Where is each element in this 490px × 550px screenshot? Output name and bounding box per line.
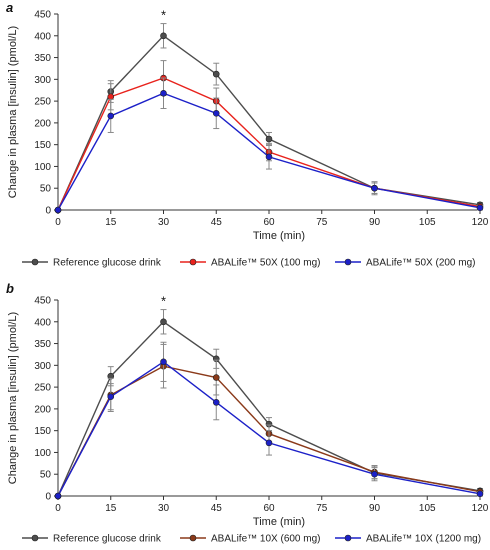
y-tick-label: 50 xyxy=(40,184,52,195)
series-line xyxy=(57,34,481,211)
data-point xyxy=(212,110,220,117)
legend-entry: ABALife™ 10X (1200 mg) xyxy=(366,534,481,545)
x-tick-label: 45 xyxy=(211,503,223,514)
data-point xyxy=(212,70,220,78)
y-tick-label: 300 xyxy=(34,75,51,86)
chart-panel-b: b 0 50 100 150 200 250 300 350 400 450 0 15 30 45 60 75 9… xyxy=(6,281,489,545)
data-point xyxy=(107,112,115,120)
x-tick-label: 75 xyxy=(316,503,328,514)
series-0 xyxy=(54,23,484,214)
y-tick-label: 350 xyxy=(34,53,51,64)
x-axis-title: Time (min) xyxy=(253,516,305,528)
y-tick-label: 400 xyxy=(34,317,51,328)
legend-entry: ABALife™ 50X (200 mg) xyxy=(366,258,476,269)
legend-entry: ABALife™ 50X (100 mg) xyxy=(211,258,321,269)
x-tick-label: 0 xyxy=(55,217,61,228)
y-tick-label: 100 xyxy=(34,448,51,459)
x-tick-label: 60 xyxy=(263,503,275,514)
y-tick-label: 250 xyxy=(34,97,51,108)
x-tick-label: 30 xyxy=(158,217,170,228)
x-tick-label: 75 xyxy=(316,217,328,228)
y-tick-label: 150 xyxy=(34,140,51,151)
legend: Reference glucose drink ABALife™ 10X (600… xyxy=(22,534,481,545)
y-tick-label: 200 xyxy=(34,118,51,129)
x-tick-label: 90 xyxy=(369,503,381,514)
y-axis-title: Change in plasma [insulin] (pmol/L) xyxy=(7,312,19,484)
x-tick-label: 60 xyxy=(263,217,275,228)
x-tick-label: 90 xyxy=(369,217,381,228)
data-point xyxy=(107,93,115,101)
y-tick-label: 250 xyxy=(34,383,51,394)
x-tick-label: 120 xyxy=(472,217,489,228)
legend-entry: Reference glucose drink xyxy=(53,258,162,269)
data-point xyxy=(265,439,273,447)
legend-entry: ABALife™ 10X (600 mg) xyxy=(211,534,321,545)
y-tick-label: 450 xyxy=(34,10,51,21)
significance-marker: * xyxy=(161,8,166,23)
x-tick-label: 0 xyxy=(55,503,61,514)
data-point xyxy=(212,399,220,406)
y-tick-label: 0 xyxy=(45,492,51,503)
x-tick-label: 30 xyxy=(158,503,170,514)
data-point xyxy=(371,470,378,478)
legend-marker xyxy=(344,258,352,266)
data-point xyxy=(54,206,62,214)
x-tick-label: 105 xyxy=(419,217,436,228)
y-tick-label: 0 xyxy=(45,206,51,217)
x-axis-title: Time (min) xyxy=(253,230,305,242)
legend-marker xyxy=(189,258,197,266)
series-line xyxy=(57,320,481,497)
significance-marker: * xyxy=(161,294,166,309)
data-point xyxy=(265,153,273,161)
legend: Reference glucose drink ABALife™ 50X (100… xyxy=(22,258,476,269)
y-tick-label: 200 xyxy=(34,404,51,415)
data-point xyxy=(160,89,167,97)
legend-marker xyxy=(189,534,197,542)
x-tick-label: 45 xyxy=(211,217,223,228)
data-point xyxy=(54,492,62,500)
series-2 xyxy=(54,341,484,500)
y-tick-label: 150 xyxy=(34,426,51,437)
y-tick-label: 400 xyxy=(34,31,51,42)
y-tick-label: 300 xyxy=(34,361,51,372)
x-tick-label: 15 xyxy=(105,503,117,514)
y-tick-label: 50 xyxy=(40,470,52,481)
x-tick-label: 120 xyxy=(472,503,489,514)
data-point xyxy=(160,32,167,40)
x-tick-label: 15 xyxy=(105,217,117,228)
y-tick-label: 100 xyxy=(34,162,51,173)
data-point xyxy=(476,490,484,498)
y-axis-title: Change in plasma [insulin] (pmol/L) xyxy=(7,26,19,198)
legend-marker xyxy=(31,258,39,266)
data-point xyxy=(476,204,484,212)
panel-label: b xyxy=(6,281,14,296)
legend-marker xyxy=(31,534,39,542)
data-point xyxy=(160,318,167,326)
series-2 xyxy=(54,77,484,214)
data-point xyxy=(160,358,167,366)
chart-panel-a: a 0 50 100 150 200 250 300 350 400 450 0 15 30 45 60 75 9… xyxy=(6,0,489,269)
y-tick-label: 450 xyxy=(34,296,51,307)
data-point xyxy=(107,393,115,400)
y-tick-label: 350 xyxy=(34,339,51,350)
legend-marker xyxy=(344,534,352,542)
panel-label: a xyxy=(6,0,13,15)
series-0 xyxy=(54,309,484,500)
x-tick-label: 105 xyxy=(419,503,436,514)
data-point xyxy=(212,374,220,381)
data-point xyxy=(371,184,378,192)
legend-entry: Reference glucose drink xyxy=(53,534,162,545)
data-point xyxy=(265,135,273,143)
